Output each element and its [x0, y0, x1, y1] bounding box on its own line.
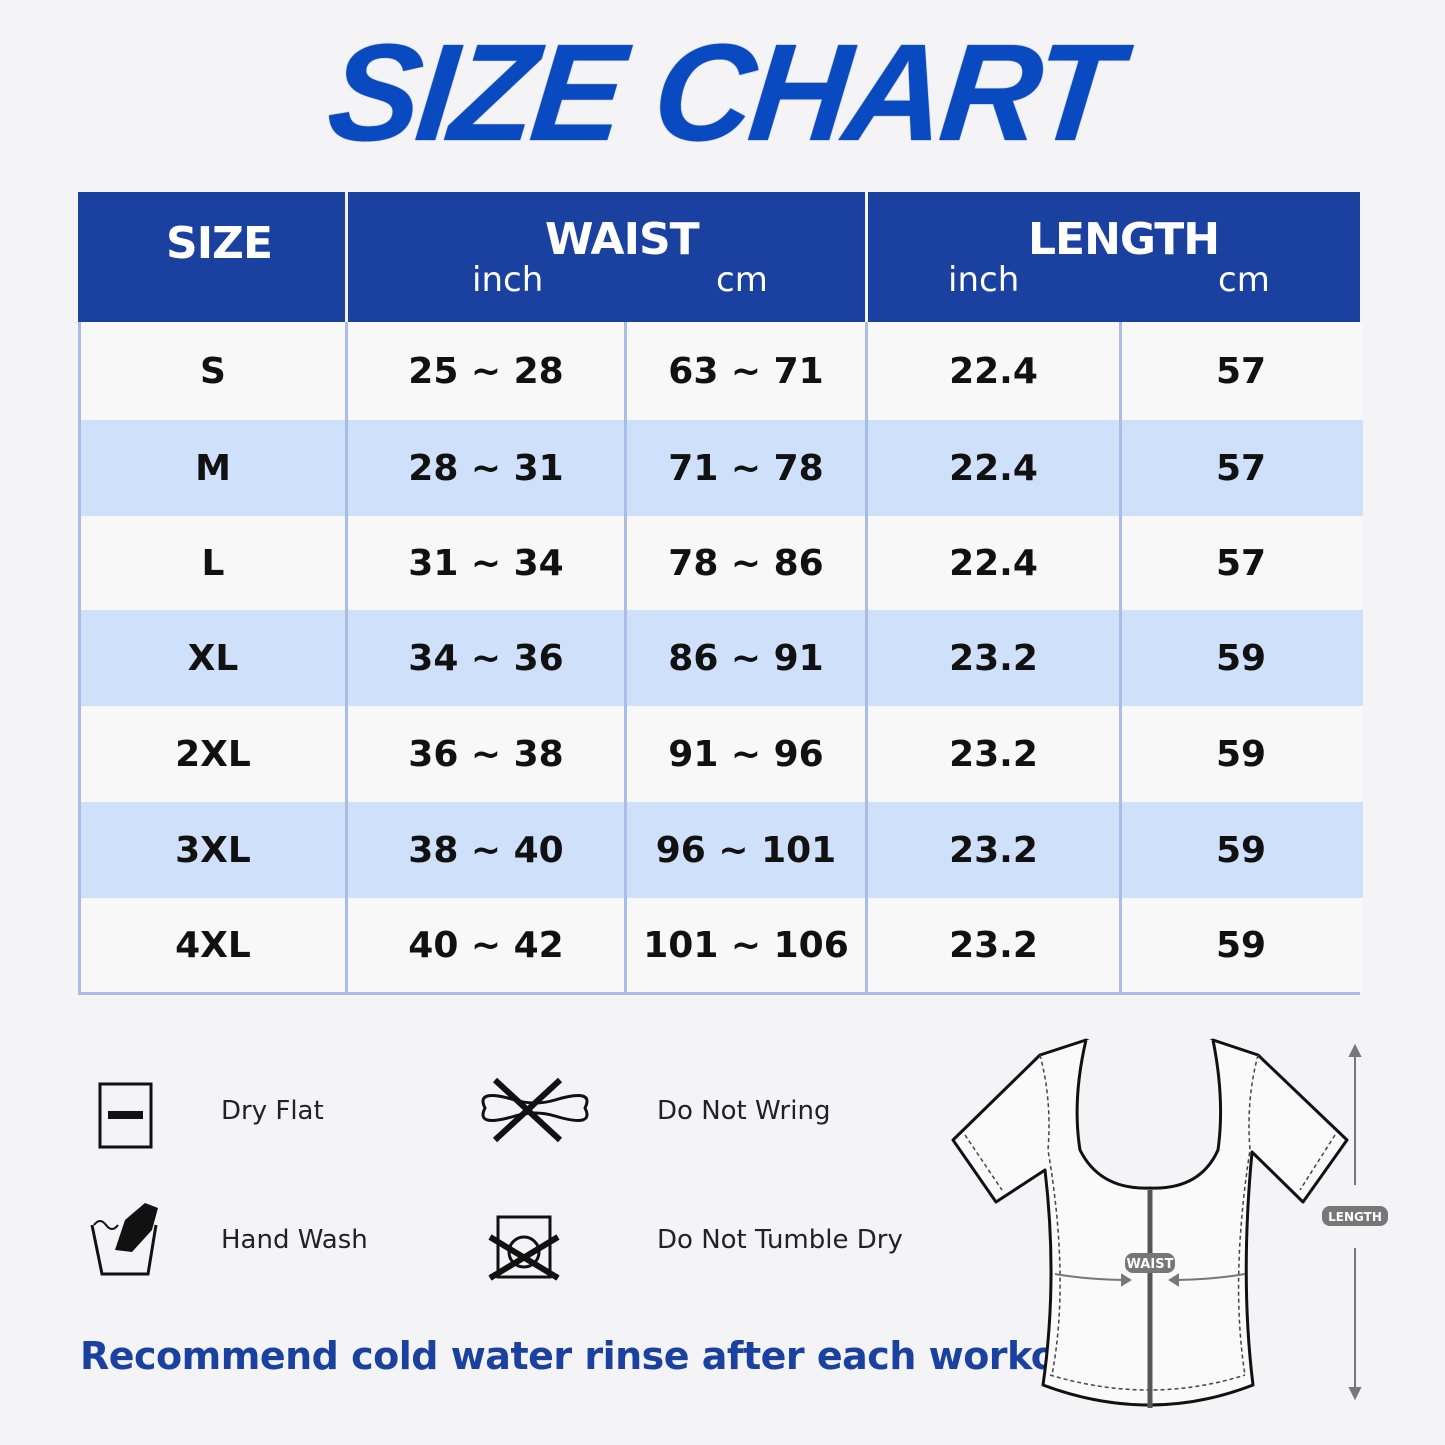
table-row: XL 34 ~ 36 86 ~ 91 23.2 59	[81, 610, 1363, 706]
cell-length-cm: 59	[1215, 829, 1267, 871]
waist-arrows	[1054, 1273, 1246, 1287]
table-row: 3XL 38 ~ 40 96 ~ 101 23.2 59	[81, 802, 1363, 898]
care-icons	[90, 1077, 589, 1281]
size-table: SIZE WAIST inch cm LENGTH inch cm S 25 ~ …	[78, 192, 1363, 995]
cell-length-inch: 23.2	[868, 610, 1122, 706]
table-row: L 31 ~ 34 78 ~ 86 22.4 57	[81, 516, 1363, 610]
cell-waist-cm: 96 ~ 101	[627, 802, 868, 898]
cell-waist-inch: 36 ~ 38	[348, 706, 627, 802]
cell-length-cm: 57	[1215, 447, 1267, 489]
length-arrow	[1348, 1043, 1362, 1401]
cell-waist-inch: 40 ~ 42	[348, 898, 627, 992]
table-row: 4XL 40 ~ 42 101 ~ 106 23.2 59	[81, 898, 1363, 992]
care-note: Recommend cold water rinse after each wo…	[80, 1334, 1115, 1378]
cell-length-inch: 23.2	[868, 802, 1122, 898]
care-label-do-not-wring: Do Not Wring	[657, 1096, 831, 1126]
header-length-inch: inch	[948, 260, 1020, 300]
table-row: M 28 ~ 31 71 ~ 78 22.4 57	[81, 420, 1363, 516]
cell-size: 4XL	[81, 898, 348, 992]
shirt-diagram: WAIST LENGTH	[951, 1038, 1388, 1408]
header-waist: WAIST inch cm	[348, 192, 865, 322]
cell-waist-inch: 31 ~ 34	[348, 516, 627, 610]
care-label-hand-wash: Hand Wash	[221, 1225, 368, 1255]
waist-label: WAIST	[1127, 1257, 1174, 1272]
cell-length-cm: 57	[1215, 542, 1267, 584]
cell-length-cm: 59	[1215, 733, 1267, 775]
cell-size: M	[81, 420, 348, 516]
cell-size: S	[81, 322, 348, 420]
hand-wash-icon	[90, 1203, 158, 1276]
header-size-label: SIZE	[166, 218, 273, 269]
cell-length-cm: 57	[1215, 350, 1267, 392]
header-size: SIZE	[78, 192, 345, 322]
cell-length-inch: 23.2	[868, 898, 1122, 992]
header-length-cm: cm	[1218, 260, 1270, 300]
cell-waist-inch: 38 ~ 40	[348, 802, 627, 898]
page-title: SIZE CHART	[321, 16, 1124, 170]
do-not-tumble-dry-icon	[488, 1215, 560, 1281]
cell-size: 2XL	[81, 706, 348, 802]
cell-length-inch: 22.4	[868, 516, 1122, 610]
care-label-dry-flat: Dry Flat	[221, 1096, 324, 1126]
cell-waist-inch: 34 ~ 36	[348, 610, 627, 706]
cell-waist-cm: 78 ~ 86	[627, 516, 868, 610]
care-label-do-not-tumble-dry: Do Not Tumble Dry	[657, 1225, 903, 1255]
length-badge	[1322, 1206, 1388, 1226]
length-label: LENGTH	[1328, 1210, 1382, 1224]
dry-flat-icon	[98, 1082, 153, 1149]
cell-length-cm: 59	[1215, 924, 1267, 966]
cell-waist-inch: 28 ~ 31	[348, 420, 627, 516]
header-waist-cm: cm	[716, 260, 768, 300]
cell-waist-cm: 91 ~ 96	[627, 706, 868, 802]
cell-size: XL	[81, 610, 348, 706]
cell-waist-cm: 71 ~ 78	[627, 420, 868, 516]
header-waist-inch: inch	[472, 260, 544, 300]
cell-length-inch: 22.4	[868, 322, 1122, 420]
do-not-wring-icon	[481, 1077, 589, 1143]
table-row: S 25 ~ 28 63 ~ 71 22.4 57	[81, 322, 1363, 420]
table-row: 2XL 36 ~ 38 91 ~ 96 23.2 59	[81, 706, 1363, 802]
cell-size: 3XL	[81, 802, 348, 898]
cell-length-inch: 23.2	[868, 706, 1122, 802]
table-body: S 25 ~ 28 63 ~ 71 22.4 57 M 28 ~ 31 71 ~ 78 22.4…	[78, 322, 1363, 995]
cell-length-cm: 59	[1215, 637, 1267, 679]
cell-waist-inch: 25 ~ 28	[348, 322, 627, 420]
cell-waist-cm: 101 ~ 106	[627, 898, 868, 992]
waist-badge	[1125, 1253, 1175, 1273]
header-length: LENGTH inch cm	[868, 192, 1360, 322]
cell-waist-cm: 86 ~ 91	[627, 610, 868, 706]
cell-size: L	[81, 516, 348, 610]
cell-length-inch: 22.4	[868, 420, 1122, 516]
cell-waist-cm: 63 ~ 71	[627, 322, 868, 420]
header-waist-label: WAIST	[545, 214, 700, 265]
header-length-label: LENGTH	[1028, 214, 1220, 265]
